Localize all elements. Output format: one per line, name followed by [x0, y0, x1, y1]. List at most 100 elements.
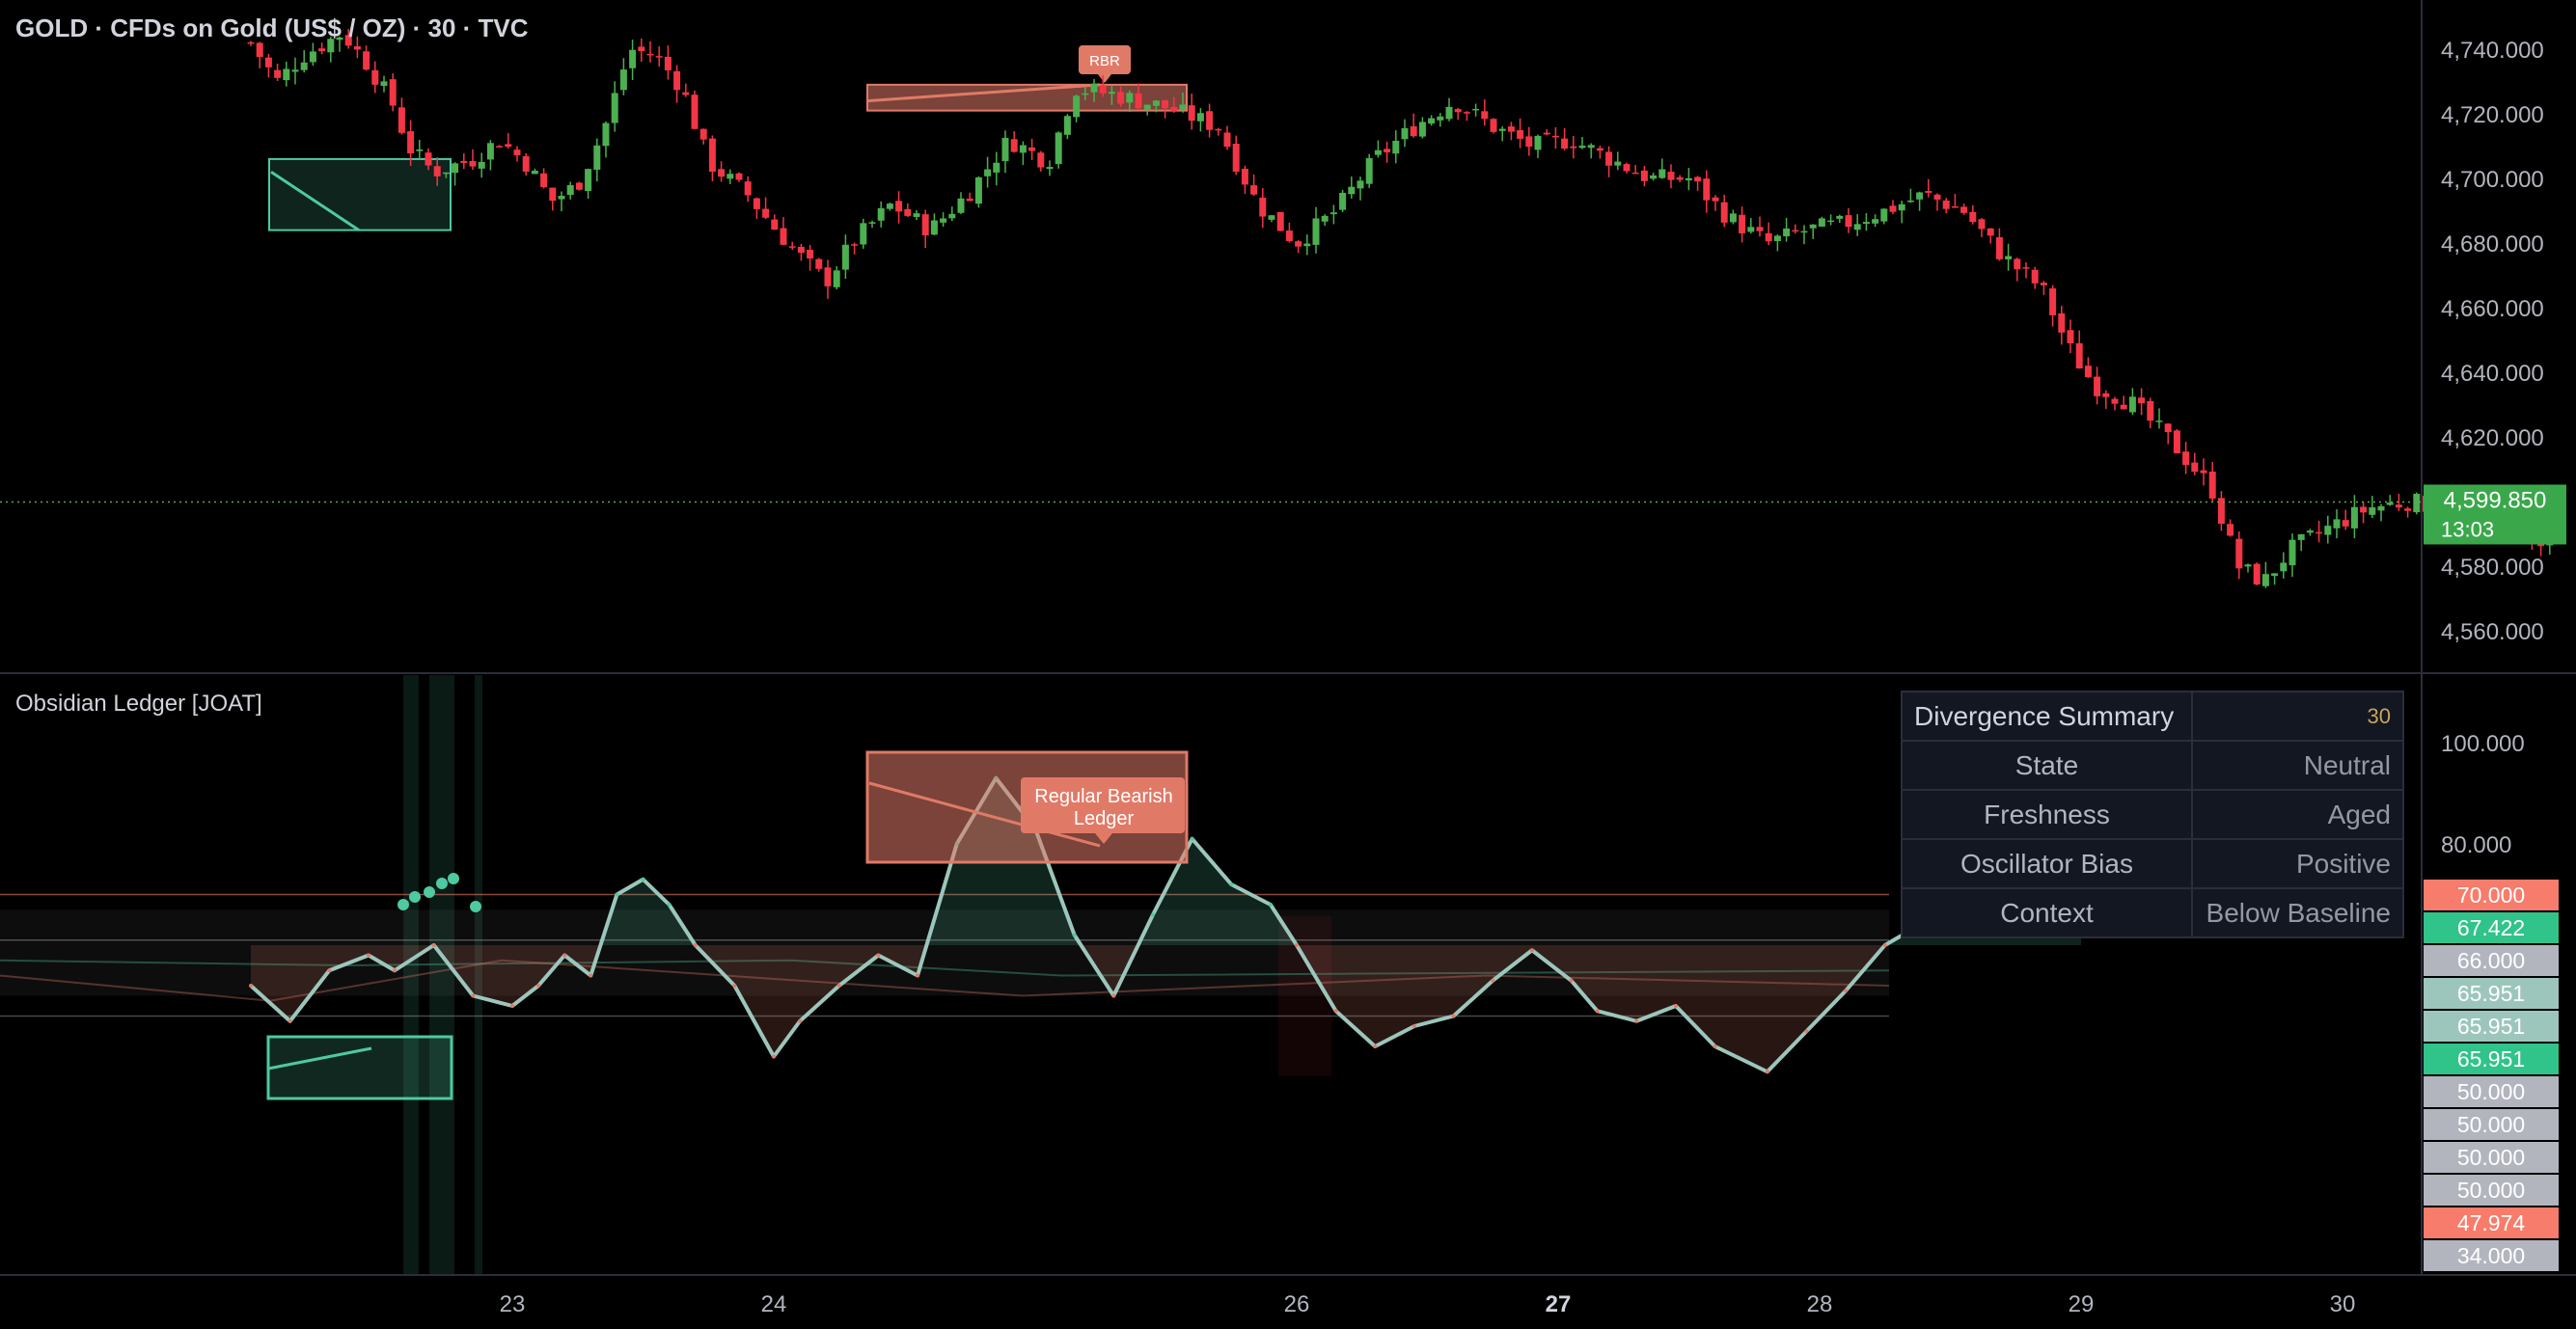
candle [726, 169, 734, 184]
candle [1818, 216, 1825, 228]
last-price-label: 4,599.850 [2444, 488, 2547, 514]
candle-body [957, 198, 965, 213]
candle-body [868, 222, 876, 224]
candle-body [469, 160, 477, 167]
candle-body [1472, 108, 1480, 111]
candle [1223, 125, 1231, 150]
candle [1348, 176, 1356, 199]
candle [1525, 126, 1533, 156]
summary-title: Divergence Summary [1901, 691, 2193, 742]
candle [2058, 306, 2066, 345]
candle [1933, 193, 1941, 211]
time-tick-label: 30 [2330, 1291, 2356, 1317]
candle [2413, 492, 2421, 515]
candle-body [1437, 116, 1444, 121]
candle [1276, 211, 1284, 231]
candle-body [1739, 214, 1746, 233]
candle [1880, 208, 1888, 225]
candle [638, 38, 645, 63]
candle-body [531, 171, 538, 175]
candle-body [1241, 168, 1248, 185]
candle-body [433, 166, 441, 176]
candle [1295, 239, 1302, 254]
indicator-title: Obsidian Ledger [JOAT] [15, 691, 262, 717]
candle-body [318, 48, 326, 52]
candle [2014, 258, 2021, 282]
candle-body [833, 270, 840, 287]
baseline-line-salmon [0, 959, 1890, 1002]
level-label: 50.000 [2457, 1178, 2525, 1203]
candle [2040, 281, 2047, 295]
candle-body [1933, 194, 1941, 200]
candle-body [1384, 149, 1391, 152]
candle-body [363, 51, 370, 70]
candle [1073, 94, 1081, 122]
peak-marker [397, 899, 409, 910]
candle-body [2049, 288, 2057, 315]
price-pane[interactable]: RBR [0, 28, 2562, 588]
candle [1756, 216, 1764, 237]
candle [1703, 170, 1711, 213]
oscillator-point [431, 943, 436, 947]
candle-body [1676, 176, 1684, 180]
candle-body [1925, 191, 1932, 193]
candle-body [1783, 228, 1791, 237]
candle-body [984, 169, 992, 176]
candle [1463, 111, 1470, 122]
candle [1551, 126, 1559, 149]
candle-body [2280, 562, 2288, 572]
candle [1250, 174, 1258, 196]
candle-body [1329, 212, 1337, 215]
candle [2173, 428, 2180, 454]
candle-body [1534, 135, 1542, 150]
candle-body [2350, 506, 2358, 529]
candle-body [886, 203, 893, 209]
oscillator-point [1765, 1070, 1769, 1074]
candle-body [1162, 99, 1169, 109]
candle-body [1729, 213, 1737, 223]
level-badge [2424, 1109, 2559, 1140]
candle [1773, 234, 1781, 252]
candle-body [974, 176, 982, 204]
candle-body [1960, 206, 1968, 213]
candle-body [2058, 312, 2066, 333]
candle [452, 162, 459, 186]
baseline-line-teal [0, 959, 1890, 977]
candle-body [1916, 192, 1924, 200]
candle-body [2111, 398, 2119, 404]
candle-body [2200, 470, 2207, 474]
oscillator-point [1333, 1009, 1338, 1014]
summary-timeframe: 30 [2191, 691, 2404, 742]
summary-row: Freshness Aged [1901, 789, 2404, 840]
candle [256, 41, 263, 68]
candle [2128, 388, 2136, 416]
level-badge [2424, 912, 2559, 943]
oscillator-point [1072, 933, 1077, 937]
candle [1196, 108, 1204, 132]
candle-body [2316, 531, 2323, 534]
candle [682, 83, 690, 97]
candle-body [2235, 538, 2243, 569]
bearish-divergence-line [868, 781, 1101, 848]
candle [1410, 113, 1417, 138]
candle [815, 258, 823, 272]
candle [585, 168, 592, 200]
oscillator-point [1229, 882, 1234, 886]
candle [2404, 506, 2412, 518]
oscillator-point [1844, 989, 1849, 993]
candle [1374, 140, 1382, 158]
candle-body [1570, 146, 1577, 149]
candle-body [1303, 243, 1311, 247]
time-tick-label: 28 [1807, 1291, 1833, 1317]
candle-body [389, 79, 397, 106]
candle-body [1667, 172, 1675, 180]
oscillator-point [1190, 836, 1194, 841]
candle [1170, 96, 1178, 113]
bearish-label-line1: Regular Bearish [1034, 786, 1172, 807]
candle [318, 42, 326, 55]
candle [1019, 141, 1027, 166]
candle [691, 90, 699, 130]
oscillator-point [1150, 912, 1155, 917]
